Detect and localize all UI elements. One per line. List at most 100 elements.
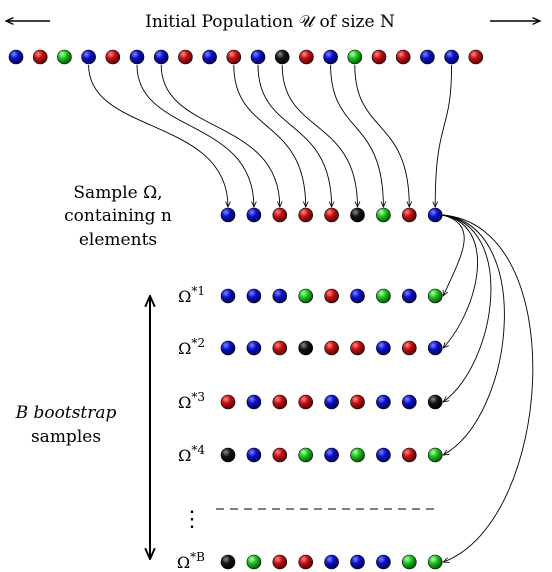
bootstrap-ball-black	[220, 447, 236, 463]
population-ball-blue	[153, 49, 169, 65]
vertical-ellipsis: ⋮	[181, 507, 203, 532]
population-ball-blue	[444, 49, 459, 65]
bootstrap-ball-green	[401, 554, 417, 570]
bootstrap-ball-red	[324, 288, 339, 304]
population-ball-black	[274, 49, 290, 65]
bootstrap-ball-green	[427, 288, 443, 304]
labels-layer: Ω*1 Ω*2 Ω*3 Ω*4 Ω*B	[177, 284, 205, 572]
bootstrap-ball-green	[427, 447, 443, 463]
sample-ball-red	[272, 207, 288, 223]
bootstrap-ball-blue	[272, 288, 288, 304]
population-ball-red	[178, 49, 193, 65]
population-ball-blue	[81, 49, 96, 65]
population-ball-blue	[420, 49, 435, 65]
population-ball-red	[226, 49, 242, 65]
bootstrap-ball-blue	[246, 447, 262, 463]
bootstrap-ball-blue	[376, 340, 391, 356]
bootstrap-ball-red	[272, 554, 288, 570]
bootstrap-ball-green	[350, 447, 365, 463]
bootstrap-ball-green	[246, 554, 262, 570]
bootstrap-ball-blue	[376, 394, 391, 410]
bootstrap-ball-blue	[401, 394, 417, 410]
sampling-arrow	[88, 64, 228, 207]
bootstrap-axis-label-line2: samples	[31, 427, 101, 447]
bootstrap-ball-black	[298, 340, 314, 356]
bootstrap-ball-blue	[376, 447, 391, 463]
bootstrap-ball-blue	[376, 554, 391, 570]
sample-ball-blue	[427, 207, 443, 223]
bootstrap-ball-red	[272, 447, 288, 463]
bootstrap-ball-green	[298, 288, 314, 304]
population-ball-blue	[8, 49, 24, 65]
bootstrap-ball-red	[298, 394, 314, 410]
population-ball-blue	[129, 49, 145, 65]
bootstrap-ball-blue	[246, 394, 262, 410]
arrows-layer	[88, 64, 534, 562]
bootstrap-ball-green	[376, 288, 391, 304]
sample-label-line3: elements	[79, 230, 157, 250]
bootstrap-ball-blue	[246, 288, 262, 304]
resampling-arrow	[442, 214, 505, 455]
bootstrap-row-label: Ω*1	[178, 284, 205, 306]
bootstrap-ball-blue	[324, 554, 339, 570]
bootstrap-ball-red	[350, 340, 365, 356]
population-ball-red	[468, 49, 484, 65]
bootstrap-ball-blue	[401, 288, 417, 304]
bootstrap-ball-blue	[324, 447, 339, 463]
sample-ball-blue	[220, 207, 236, 223]
bootstrap-ball-blue	[350, 554, 365, 570]
bootstrap-ball-red	[401, 447, 417, 463]
sample-ball-red	[324, 207, 339, 223]
bootstrap-row-label: Ω*3	[178, 390, 205, 412]
bootstrap-ball-red	[324, 340, 339, 356]
sample-label-line2: containing n	[64, 206, 172, 226]
bootstrap-ball-green	[298, 447, 314, 463]
sample-ball-blue	[246, 207, 262, 223]
resampling-arrow	[442, 214, 492, 402]
population-ball-red	[299, 49, 314, 65]
bootstrap-ball-black	[220, 554, 236, 570]
bootstrap-ball-red	[298, 554, 314, 570]
population-title: Initial Population 𝒰 of size N	[145, 12, 395, 32]
bootstrap-ball-red	[272, 340, 288, 356]
population-ball-blue	[202, 49, 217, 65]
population-ball-blue	[250, 49, 266, 65]
population-ball-red	[105, 49, 121, 65]
bootstrap-axis-label-line1: B bootstrap	[15, 403, 117, 423]
sampling-arrow	[160, 64, 280, 207]
bootstrap-ball-blue	[350, 288, 365, 304]
balls-layer	[8, 49, 484, 570]
sampling-arrow	[233, 64, 306, 207]
bootstrap-ball-red	[401, 340, 417, 356]
bootstrap-ball-blue	[220, 340, 236, 356]
sample-ball-green	[376, 207, 391, 223]
bootstrap-ball-black	[427, 394, 443, 410]
sampling-arrow	[136, 64, 254, 207]
bootstrap-row-label: Ω*2	[178, 336, 205, 358]
bootstrap-ball-red	[350, 394, 365, 410]
sample-ball-red	[401, 207, 417, 223]
bootstrap-ball-blue	[427, 340, 443, 356]
sampling-arrow	[354, 64, 410, 207]
population-ball-green	[57, 49, 72, 65]
bootstrap-ball-blue	[220, 288, 236, 304]
bootstrap-row-label: Ω*B	[177, 550, 205, 572]
sample-label-line1: Sample Ω,	[73, 183, 162, 203]
sampling-arrow	[257, 64, 332, 207]
resampling-arrow	[442, 214, 465, 296]
bootstrap-ball-blue	[324, 394, 339, 410]
population-ball-green	[347, 49, 363, 65]
sampling-arrow	[435, 64, 453, 207]
population-ball-blue	[323, 49, 338, 65]
population-ball-red	[395, 49, 411, 65]
sample-ball-red	[298, 207, 314, 223]
resampling-arrow	[442, 214, 478, 348]
bootstrap-row-label: Ω*4	[178, 443, 205, 465]
sampling-arrow	[281, 64, 357, 207]
bootstrap-ball-green	[427, 554, 443, 570]
population-ball-red	[371, 49, 387, 65]
sampling-arrow	[330, 64, 384, 207]
sample-ball-black	[350, 207, 365, 223]
